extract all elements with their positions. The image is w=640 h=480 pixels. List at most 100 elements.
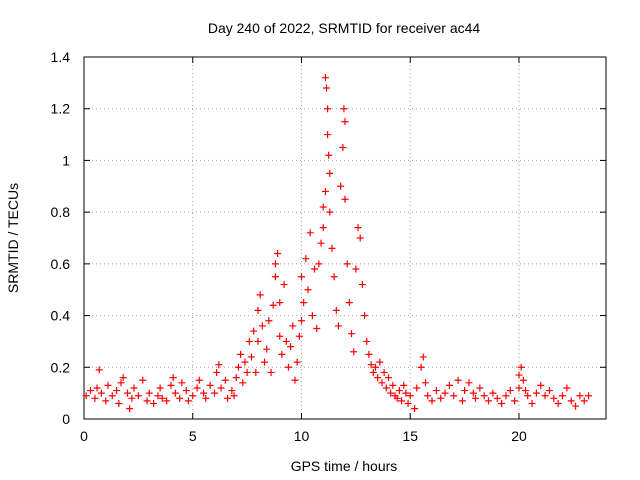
data-point — [421, 379, 429, 387]
data-point — [145, 389, 153, 397]
data-point — [404, 399, 412, 407]
data-point — [119, 374, 127, 382]
data-point — [271, 273, 279, 281]
data-point — [458, 397, 466, 405]
data-point — [393, 394, 401, 402]
data-point — [424, 392, 432, 400]
data-point — [341, 195, 349, 203]
data-point — [537, 381, 545, 389]
data-point — [563, 384, 571, 392]
data-point — [340, 105, 348, 113]
data-point — [541, 392, 549, 400]
x-tick-label: 20 — [511, 428, 527, 444]
data-point — [150, 399, 158, 407]
y-tick-label: 0.8 — [51, 204, 71, 220]
data-point — [193, 384, 201, 392]
data-point — [234, 363, 242, 371]
data-point — [522, 387, 530, 395]
data-point — [280, 281, 288, 289]
data-point — [554, 399, 562, 407]
data-point — [332, 306, 340, 314]
data-point — [200, 389, 208, 397]
data-point — [258, 322, 266, 330]
data-point — [250, 327, 258, 335]
y-tick-label: 0.2 — [51, 359, 71, 375]
data-point — [274, 250, 282, 258]
data-point — [293, 358, 301, 366]
data-point — [524, 392, 532, 400]
data-point — [395, 387, 403, 395]
data-point — [517, 363, 525, 371]
data-point — [206, 381, 214, 389]
data-point — [182, 387, 190, 395]
data-point — [237, 350, 245, 358]
data-point — [319, 224, 327, 232]
data-point — [469, 389, 477, 397]
data-point — [241, 358, 249, 366]
grid — [84, 57, 606, 419]
data-point — [339, 144, 347, 151]
data-point — [213, 368, 221, 376]
data-point — [411, 405, 419, 413]
data-point — [417, 363, 425, 371]
data-point — [472, 394, 479, 402]
data-point — [167, 381, 175, 389]
data-point — [326, 169, 334, 177]
data-point — [276, 299, 284, 307]
data-point — [321, 187, 329, 195]
data-point — [178, 379, 186, 387]
data-point — [95, 366, 103, 374]
data-point — [295, 332, 303, 340]
data-point — [215, 361, 223, 369]
data-point — [343, 260, 351, 268]
data-point — [124, 389, 131, 397]
data-point — [311, 265, 319, 273]
data-point — [559, 392, 566, 400]
data-point — [382, 384, 390, 392]
data-point — [498, 399, 506, 407]
y-tick-label: 0 — [62, 411, 70, 427]
data-point — [271, 260, 279, 268]
data-point — [195, 376, 203, 384]
data-point — [217, 384, 225, 392]
data-point — [356, 234, 364, 242]
data-point — [413, 384, 421, 392]
data-point — [324, 105, 332, 113]
data-point — [315, 260, 323, 268]
data-point — [306, 229, 314, 237]
data-point — [387, 389, 395, 397]
y-tick-label: 1 — [62, 152, 70, 168]
data-point — [476, 384, 484, 392]
data-point — [134, 392, 142, 400]
data-point — [519, 376, 527, 384]
data-point — [102, 397, 110, 405]
data-point — [154, 392, 162, 400]
y-axis-label: SRMTID / TECUs — [5, 183, 21, 293]
x-axis: 0 5 10 15 20 — [80, 57, 527, 444]
data-point — [184, 397, 192, 405]
data-point — [176, 394, 184, 402]
data-point — [265, 317, 273, 325]
data-point — [117, 379, 125, 387]
data-point — [515, 371, 523, 379]
data-point — [308, 312, 316, 320]
data-point — [93, 384, 101, 392]
data-point — [572, 402, 580, 410]
data-point — [269, 301, 277, 309]
x-axis-label: GPS time / hours — [291, 458, 398, 474]
data-point — [252, 368, 260, 376]
data-point — [485, 397, 493, 405]
data-point — [341, 118, 349, 126]
data-point — [91, 394, 99, 402]
data-point — [267, 368, 275, 376]
data-point — [261, 358, 269, 366]
data-point — [376, 358, 384, 366]
data-point — [302, 255, 310, 263]
data-point — [143, 397, 151, 405]
data-point — [511, 397, 519, 405]
x-tick-label: 0 — [80, 428, 88, 444]
x-tick-label: 5 — [189, 428, 197, 444]
data-point — [363, 337, 371, 345]
data-point — [263, 345, 271, 353]
data-point — [480, 392, 488, 400]
